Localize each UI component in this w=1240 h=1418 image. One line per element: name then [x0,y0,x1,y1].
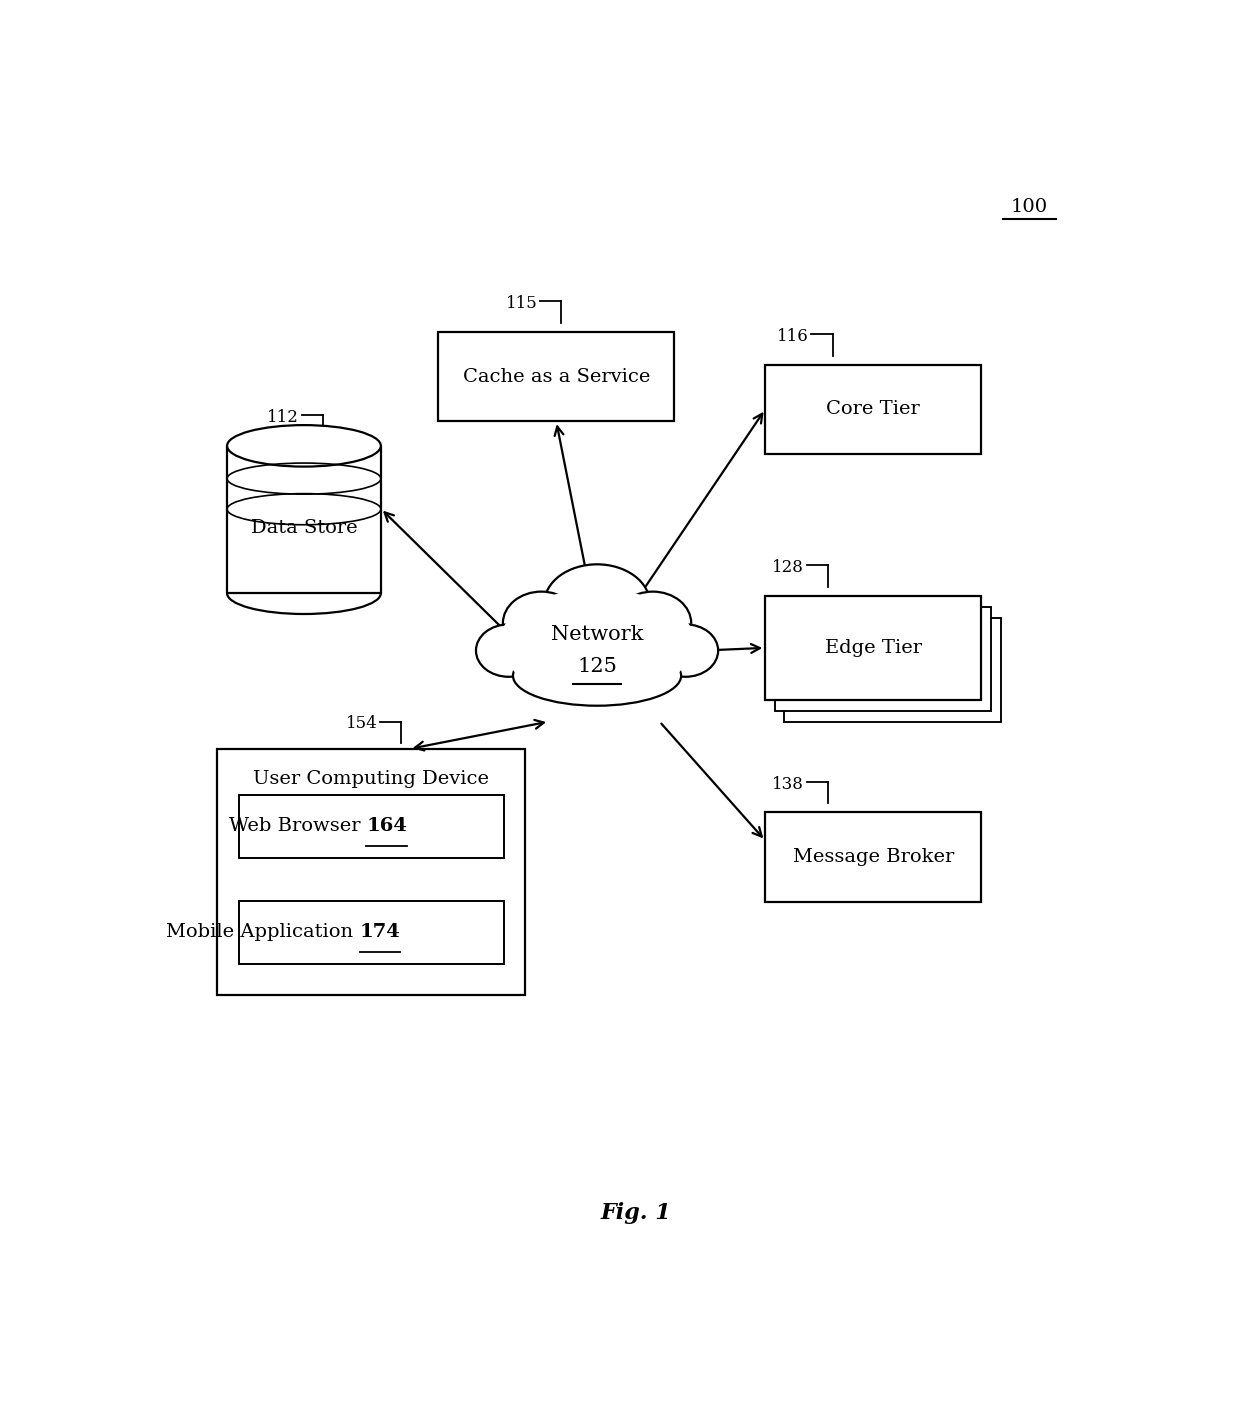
Text: 154: 154 [346,716,377,733]
Ellipse shape [511,625,683,698]
Text: 115: 115 [506,295,537,312]
Ellipse shape [652,624,718,676]
Ellipse shape [544,564,650,642]
FancyBboxPatch shape [765,596,982,699]
Text: Web Browser: Web Browser [228,817,367,835]
FancyBboxPatch shape [765,813,982,902]
Ellipse shape [476,624,542,676]
FancyBboxPatch shape [238,794,503,858]
Text: 128: 128 [773,559,805,576]
Text: 125: 125 [577,658,618,676]
Bar [227,445,381,593]
FancyBboxPatch shape [439,332,675,421]
FancyBboxPatch shape [765,364,982,454]
Text: 164: 164 [367,817,407,835]
Text: Cache as a Service: Cache as a Service [463,367,650,386]
Ellipse shape [501,590,693,688]
Text: 100: 100 [1011,199,1048,216]
Text: Data Store: Data Store [250,519,357,537]
Text: Message Broker: Message Broker [792,848,954,866]
Text: Network: Network [551,625,644,644]
Text: 116: 116 [776,328,808,345]
Text: 174: 174 [360,923,401,942]
FancyBboxPatch shape [217,749,525,994]
Text: Fig. 1: Fig. 1 [600,1202,671,1224]
FancyBboxPatch shape [238,900,503,964]
Text: 138: 138 [773,776,805,793]
Ellipse shape [503,591,580,655]
Ellipse shape [614,591,691,655]
Ellipse shape [513,645,681,706]
FancyBboxPatch shape [775,607,991,710]
Text: Edge Tier: Edge Tier [825,640,921,657]
Text: User Computing Device: User Computing Device [253,770,490,788]
FancyBboxPatch shape [785,618,1001,722]
Text: 112: 112 [268,410,299,427]
Text: Core Tier: Core Tier [827,400,920,418]
Ellipse shape [227,425,381,467]
Text: Mobile Application: Mobile Application [166,923,360,942]
